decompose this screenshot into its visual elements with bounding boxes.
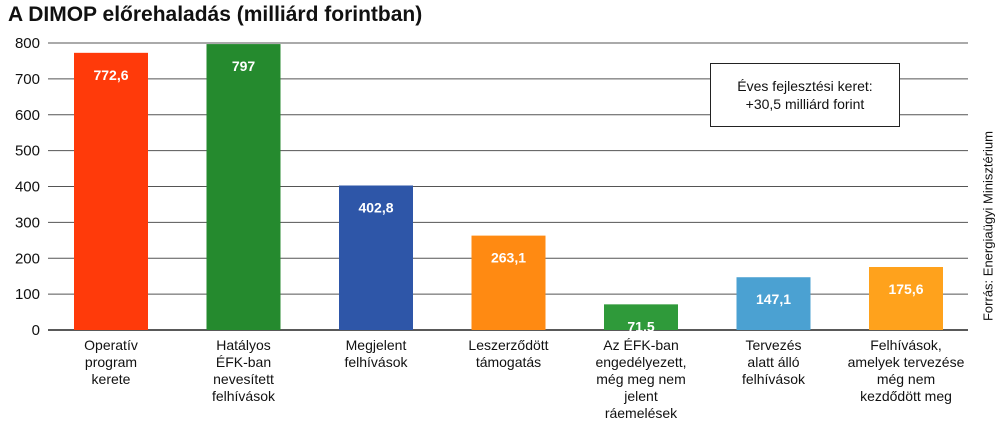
y-tick-label: 800 [15, 35, 40, 52]
bar-value-label: 797 [232, 58, 256, 74]
bar-value-label: 71,5 [627, 318, 654, 334]
bar-value-label: 263,1 [491, 250, 526, 266]
annotation-line-1: Éves fejlesztési keret: [737, 78, 873, 94]
bar-value-label: 402,8 [358, 199, 393, 215]
bar-value-label: 147,1 [756, 291, 791, 307]
bar [74, 52, 148, 331]
y-tick-label: 700 [15, 71, 40, 88]
y-tick-label: 300 [15, 214, 40, 231]
bar [339, 185, 413, 330]
y-tick-label: 500 [15, 143, 40, 160]
y-tick-label: 600 [15, 107, 40, 124]
y-tick-label: 100 [15, 286, 40, 303]
x-category-label: Az ÉFK-ban engedélyezett, még meg nem jelen… [595, 337, 687, 421]
bar-value-label: 772,6 [93, 67, 128, 83]
x-category-label: Megjelent felhívások [344, 337, 408, 370]
bars [74, 44, 943, 331]
bar-value-label: 175,6 [888, 281, 923, 297]
y-tick-label: 400 [15, 179, 40, 196]
bar [869, 267, 943, 330]
y-axis-ticks: 0 100 200 300 400 500 600 700 800 [15, 35, 40, 339]
y-tick-label: 0 [32, 322, 40, 339]
y-tick-label: 200 [15, 250, 40, 267]
x-category-label: Leszerződött támogatás [468, 337, 549, 370]
bar [206, 44, 281, 331]
bar [604, 304, 678, 330]
x-category-label: Hatályos ÉFK-ban nevesített felhívások [211, 337, 276, 404]
value-labels: 772,6 797 402,8 263,1 71,5 147,1 175,6 [93, 58, 923, 334]
x-category-label: Felhívások, amelyek tervezése még nem kezdő… [847, 337, 965, 404]
bar [736, 277, 811, 330]
annotation-line-2: +30,5 milliárd forint [745, 96, 865, 112]
annotation-box: Éves fejlesztési keret: +30,5 milliárd f… [710, 63, 900, 127]
bar [471, 235, 546, 330]
x-category-label: Operatív program kerete [84, 337, 138, 387]
source-note: Forrás: Energiaügyi Minisztérium [980, 130, 996, 322]
chart-title: A DIMOP előrehaladás (milliárd forintban… [8, 3, 423, 26]
x-category-label: Tervezés alatt álló felhívások [741, 337, 806, 387]
